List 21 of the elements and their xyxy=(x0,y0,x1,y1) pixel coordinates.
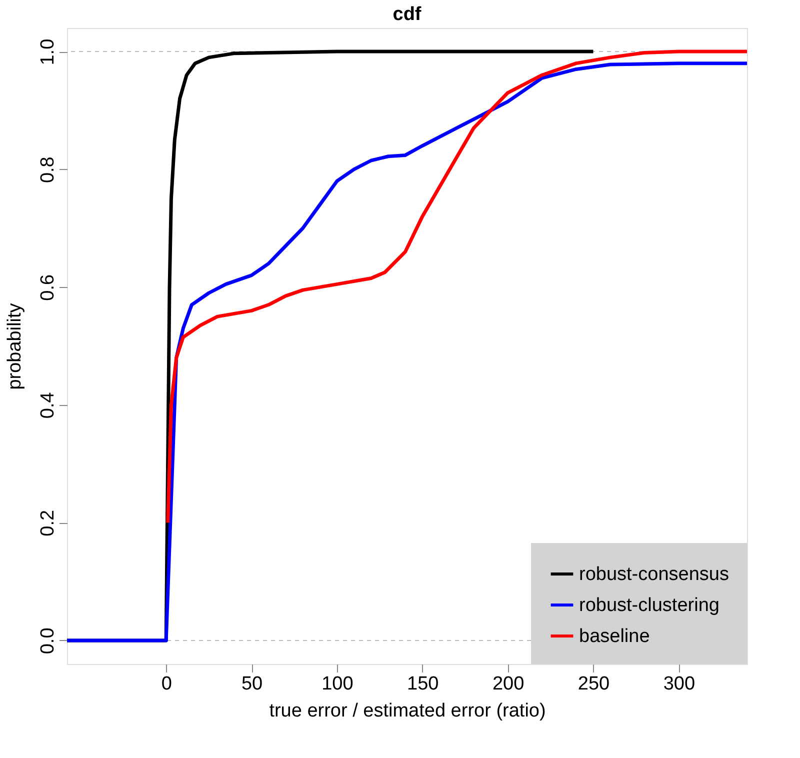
legend-label: robust-consensus xyxy=(579,564,729,585)
x-tick-label: 0 xyxy=(161,674,172,694)
x-tick-label: 150 xyxy=(407,674,439,694)
y-axis-title: probability xyxy=(4,302,26,390)
legend-label: robust-clustering xyxy=(579,595,720,616)
y-tick-label: 1.0 xyxy=(38,38,58,66)
line-series xyxy=(166,50,749,524)
x-tick-label: 100 xyxy=(322,674,354,694)
y-tick-label: 0.2 xyxy=(38,510,58,536)
line-series xyxy=(65,62,749,642)
y-tick-label: 0.0 xyxy=(38,628,58,654)
y-tick-label: 0.4 xyxy=(38,392,58,419)
legend-label: baseline xyxy=(579,626,650,647)
y-tick-label: 0.8 xyxy=(38,156,58,184)
x-tick-label: 200 xyxy=(492,674,524,694)
chart-title: cdf xyxy=(392,4,422,25)
y-tick-label: 0.6 xyxy=(38,274,58,301)
x-tick-label: 50 xyxy=(241,674,263,694)
x-axis-title: true error / estimated error (ratio) xyxy=(269,700,546,722)
x-tick-label: 300 xyxy=(663,674,696,694)
x-tick-label: 250 xyxy=(578,674,610,694)
